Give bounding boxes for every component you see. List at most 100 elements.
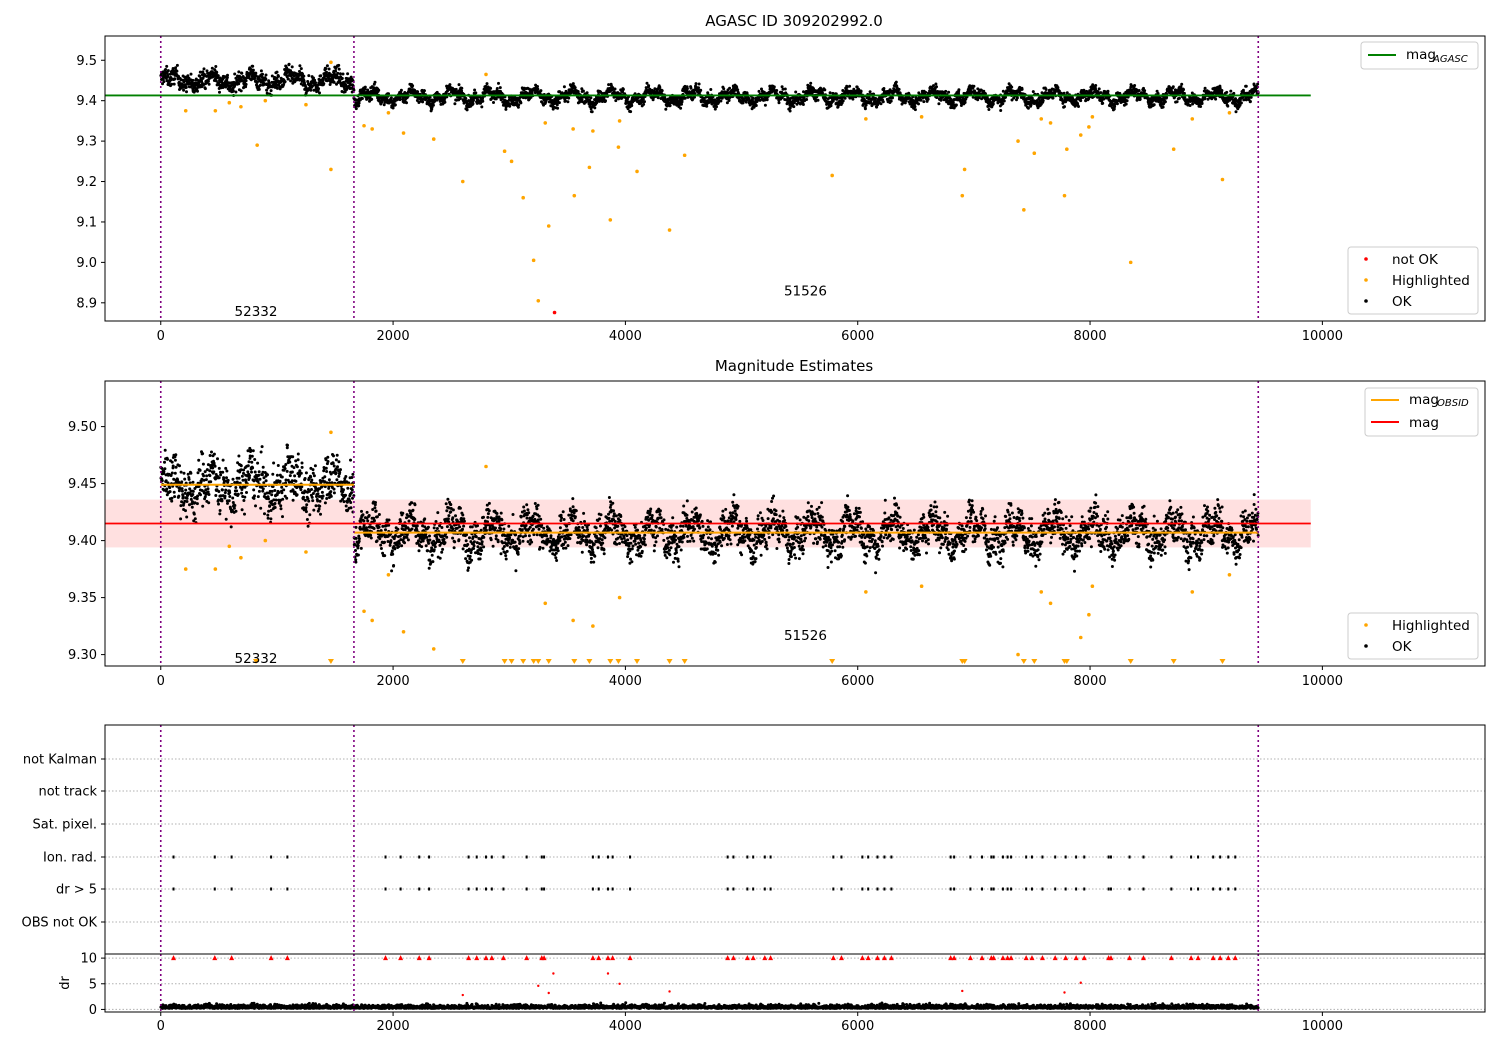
highlighted-point <box>1048 121 1053 125</box>
ok-point <box>1106 89 1110 93</box>
ok-point <box>972 84 976 88</box>
ok-point <box>216 457 219 461</box>
ok-points-layer <box>159 62 1260 114</box>
ok-point <box>299 67 303 71</box>
ok-point <box>763 103 767 107</box>
ok-point <box>229 525 233 529</box>
x-tick-label: 2000 <box>377 329 410 344</box>
ok-point <box>172 82 176 86</box>
ok-point <box>311 499 315 503</box>
ok-point <box>1097 87 1101 91</box>
ok-point <box>939 98 943 102</box>
ok-point <box>1031 90 1035 94</box>
ok-point <box>182 471 186 475</box>
ok-point <box>181 494 185 498</box>
ok-point <box>765 98 769 102</box>
ok-point <box>453 102 457 106</box>
ok-point <box>195 502 199 506</box>
highlighted-point <box>960 193 965 198</box>
ok-point <box>191 489 195 493</box>
ok-point <box>291 455 295 459</box>
ok-point <box>224 85 228 89</box>
ok-point <box>783 87 787 91</box>
ok-point <box>917 102 920 106</box>
ok-point <box>191 78 195 82</box>
ok-point <box>951 100 955 104</box>
ok-point <box>228 495 232 498</box>
y-tick-label: 9.1 <box>76 215 97 230</box>
ok-point <box>173 458 177 462</box>
ok-point <box>926 97 930 101</box>
ok-point <box>289 79 293 83</box>
obsid-label-52332: 52332 <box>235 304 278 320</box>
ok-point <box>480 105 484 109</box>
ok-point <box>340 76 344 80</box>
ok-point <box>191 493 195 496</box>
ok-point <box>788 109 792 113</box>
ok-point <box>1125 99 1129 103</box>
ok-point <box>581 89 585 93</box>
highlighted-point <box>616 145 621 149</box>
highlighted-point <box>1171 147 1176 151</box>
ok-point <box>257 473 261 477</box>
ok-point <box>181 83 185 86</box>
ok-point <box>1175 100 1179 104</box>
ok-point <box>377 88 381 92</box>
highlighted-point <box>255 143 259 147</box>
ok-point <box>593 106 597 110</box>
ok-point <box>1165 95 1169 99</box>
ok-point <box>184 509 187 513</box>
ok-point <box>225 469 229 473</box>
ok-point <box>809 81 813 85</box>
ok-point <box>234 509 238 513</box>
ok-point <box>189 72 193 76</box>
ok-point <box>163 467 167 471</box>
ok-point <box>922 100 926 104</box>
ok-point <box>337 63 341 67</box>
ok-point <box>1249 95 1253 99</box>
ok-point <box>217 81 221 85</box>
ok-point <box>338 72 342 76</box>
ok-point <box>481 99 485 103</box>
ok-point <box>253 470 257 474</box>
ok-point <box>186 472 190 476</box>
ok-point <box>283 467 287 471</box>
highlighted-point <box>635 169 639 174</box>
ok-point <box>987 108 991 111</box>
ok-point <box>935 85 938 89</box>
ok-point <box>492 101 495 104</box>
ok-point <box>1010 85 1014 89</box>
ok-point <box>220 499 224 503</box>
ok-point <box>302 495 305 499</box>
ok-point <box>214 65 218 68</box>
ok-point <box>240 508 244 512</box>
highlighted-point <box>329 167 333 172</box>
ok-point <box>1256 82 1260 86</box>
ok-point <box>254 71 258 75</box>
ok-point <box>288 474 292 478</box>
ok-point <box>334 69 338 73</box>
ok-point <box>775 89 779 92</box>
ok-point <box>202 474 206 478</box>
ok-point <box>179 470 183 474</box>
ok-point <box>261 72 264 76</box>
ok-point <box>178 464 181 468</box>
ok-point <box>879 102 883 106</box>
ok-point <box>679 106 683 110</box>
ok-point <box>641 97 645 101</box>
ok-point <box>164 68 168 71</box>
ok-point <box>166 457 169 461</box>
ok-point <box>697 86 700 90</box>
ok-point <box>162 80 166 84</box>
ok-point <box>497 81 500 85</box>
ok-point <box>213 464 217 468</box>
ok-point <box>934 82 938 86</box>
ok-point <box>251 466 255 470</box>
ok-point <box>336 71 340 75</box>
panel-1-title: AGASC ID 309202992.0 <box>705 12 883 30</box>
ok-point <box>239 464 243 468</box>
highlighted-point <box>502 149 507 154</box>
ok-point <box>882 87 886 90</box>
ok-point <box>192 512 196 516</box>
ok-point <box>999 109 1003 112</box>
